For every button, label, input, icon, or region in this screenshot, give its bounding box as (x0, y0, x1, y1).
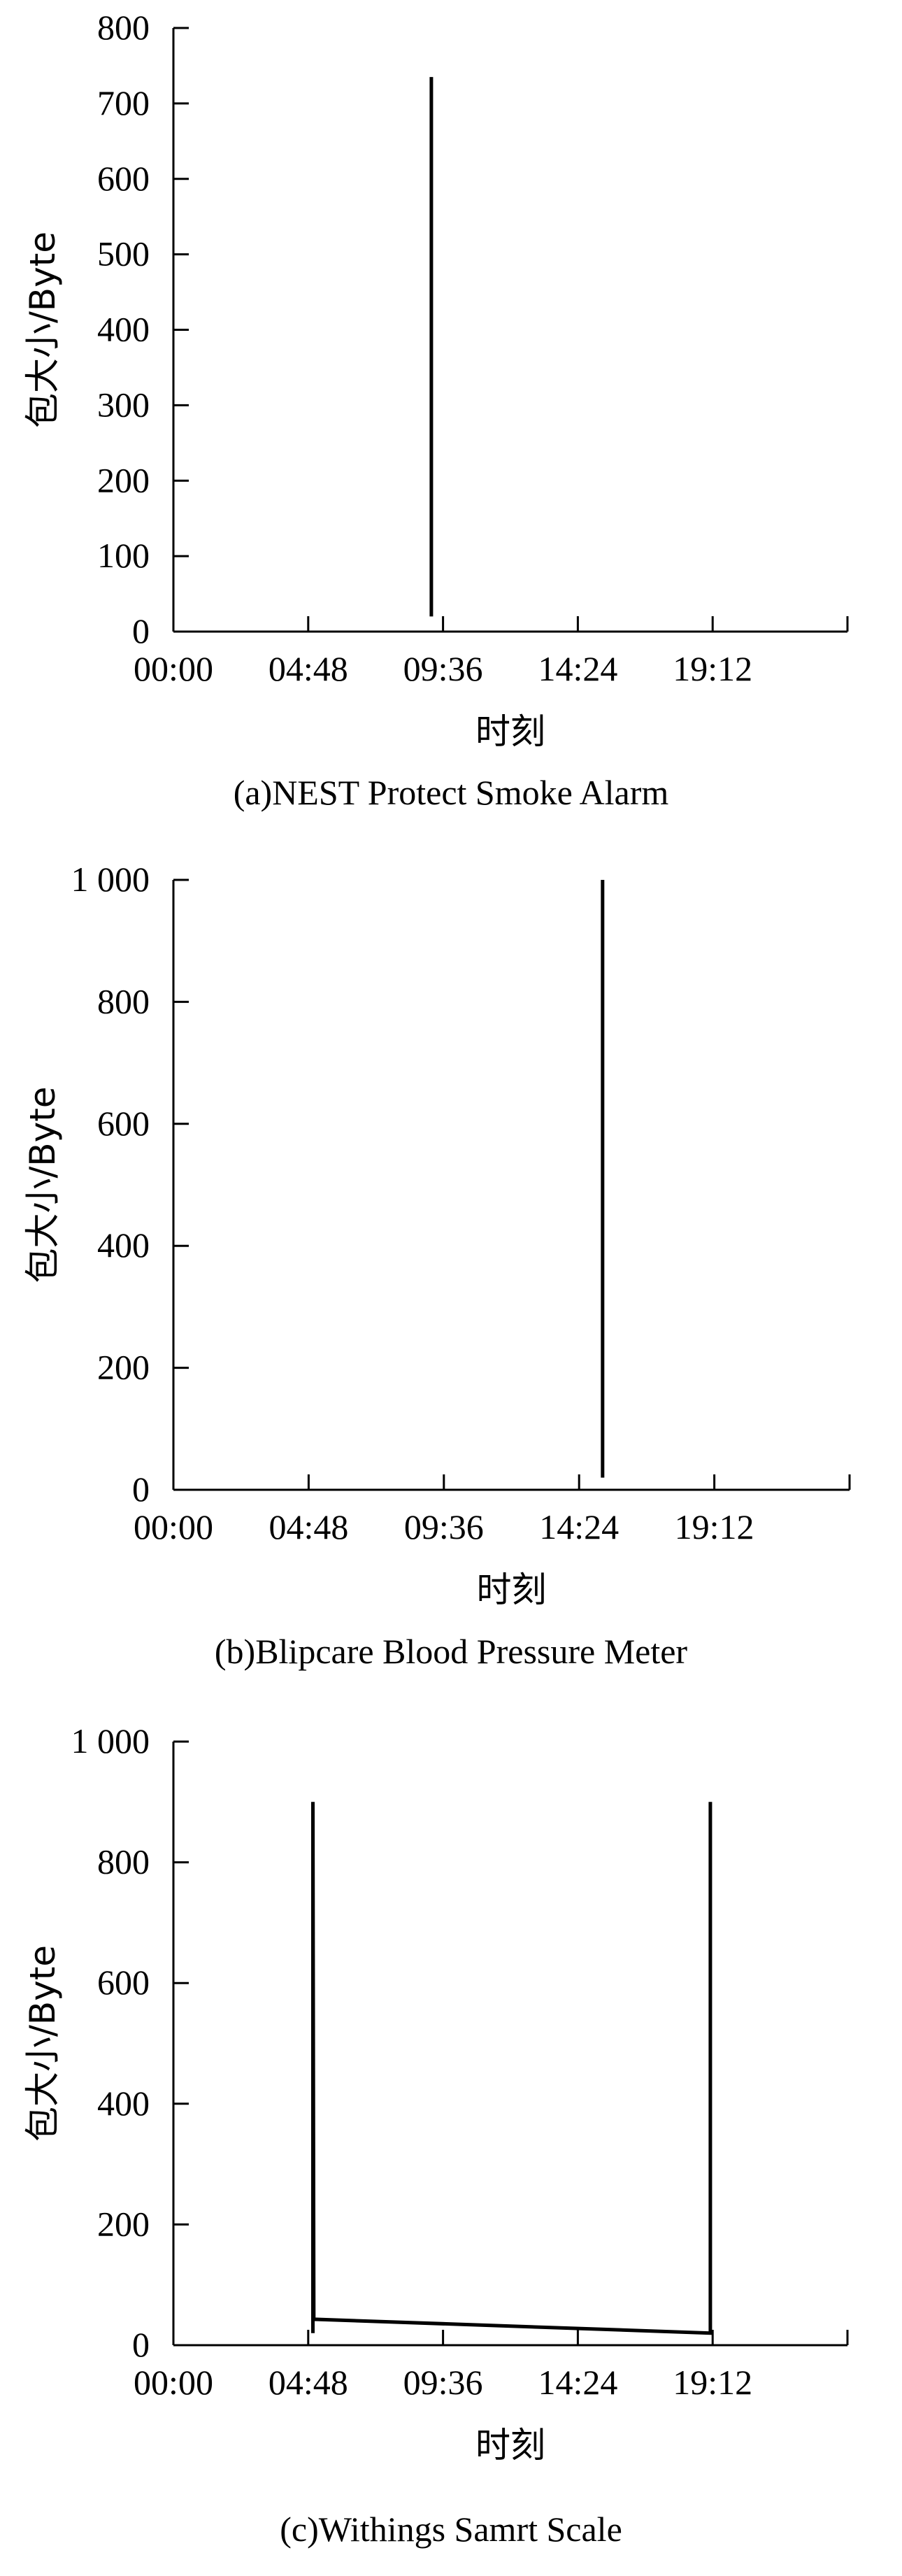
x-tick-label: 00:00 (134, 2363, 213, 2402)
y-tick-label: 600 (97, 1104, 150, 1143)
chart-caption: (a)NEST Protect Smoke Alarm (234, 773, 669, 812)
y-tick-label: 1 000 (71, 860, 150, 899)
y-tick-label: 300 (97, 385, 150, 424)
y-axis-title: 包大小/Byte (22, 1086, 63, 1283)
chart-panel-b: 0 200 400 600 800 1 000 00:00 04:48 09:36 14:24 19… (0, 825, 902, 1693)
x-axis-title: 时刻 (477, 1570, 547, 1610)
x-tick-label: 09:36 (403, 2363, 483, 2402)
y-tick-label: 800 (97, 8, 150, 47)
y-tick-label: 600 (97, 1963, 150, 2002)
chart-caption: (c)Withings Samrt Scale (280, 2510, 622, 2549)
x-tick-label: 19:12 (673, 2363, 752, 2402)
x-axis-title: 时刻 (475, 2425, 545, 2465)
y-axis-title: 包大小/Byte (22, 232, 63, 428)
chart-b-svg: 0 200 400 600 800 1 000 00:00 04:48 09:36 14:24 19… (22, 860, 851, 1671)
x-tick-label: 14:24 (538, 649, 617, 688)
x-tick-label: 09:36 (404, 1507, 484, 1546)
y-tick-label: 800 (97, 981, 150, 1020)
y-tick-label: 0 (132, 611, 150, 650)
y-tick-label: 400 (97, 310, 150, 349)
x-tick-label: 09:36 (403, 649, 483, 688)
x-tick-label: 04:48 (269, 1507, 348, 1546)
x-tick-label: 14:24 (538, 2363, 617, 2402)
x-tick-label: 00:00 (134, 1507, 213, 1546)
y-tick-label: 200 (97, 1348, 150, 1387)
chart-c-svg: 0 200 400 600 800 1 000 00:00 04:48 09:36 14:24 19… (22, 1721, 849, 2549)
x-tick-label: 04:48 (269, 649, 348, 688)
chart-caption: (b)Blipcare Blood Pressure Meter (215, 1632, 688, 1671)
y-tick-label: 600 (97, 159, 150, 198)
y-tick-label: 200 (97, 460, 150, 499)
chart-a-svg: 0 100 200 300 400 500 600 700 800 00:00 04:48 09:36… (22, 8, 849, 812)
y-tick-label: 700 (97, 83, 150, 122)
chart-panel-c: 0 200 400 600 800 1 000 00:00 04:48 09:36 14:24 19… (0, 1693, 902, 2576)
chart-panel-a: 0 100 200 300 400 500 600 700 800 00:00 04:48 09:36… (0, 0, 902, 825)
x-tick-label: 04:48 (269, 2363, 348, 2402)
series-line-c (311, 1802, 713, 2335)
x-axis-title: 时刻 (475, 711, 545, 752)
y-tick-label: 200 (97, 2204, 150, 2243)
x-tick-label: 14:24 (539, 1507, 619, 1546)
y-tick-label: 1 000 (71, 1721, 150, 1760)
y-tick-label: 100 (97, 536, 150, 575)
y-tick-label: 0 (132, 2325, 150, 2364)
x-tick-label: 19:12 (673, 649, 752, 688)
y-tick-label: 400 (97, 2084, 150, 2123)
x-tick-label: 00:00 (134, 649, 213, 688)
y-tick-label: 500 (97, 234, 150, 273)
y-tick-label: 400 (97, 1225, 150, 1265)
y-axis-title: 包大小/Byte (22, 1945, 63, 2142)
y-tick-label: 0 (132, 1470, 150, 1509)
y-tick-label: 800 (97, 1842, 150, 1881)
x-tick-label: 19:12 (675, 1507, 754, 1546)
